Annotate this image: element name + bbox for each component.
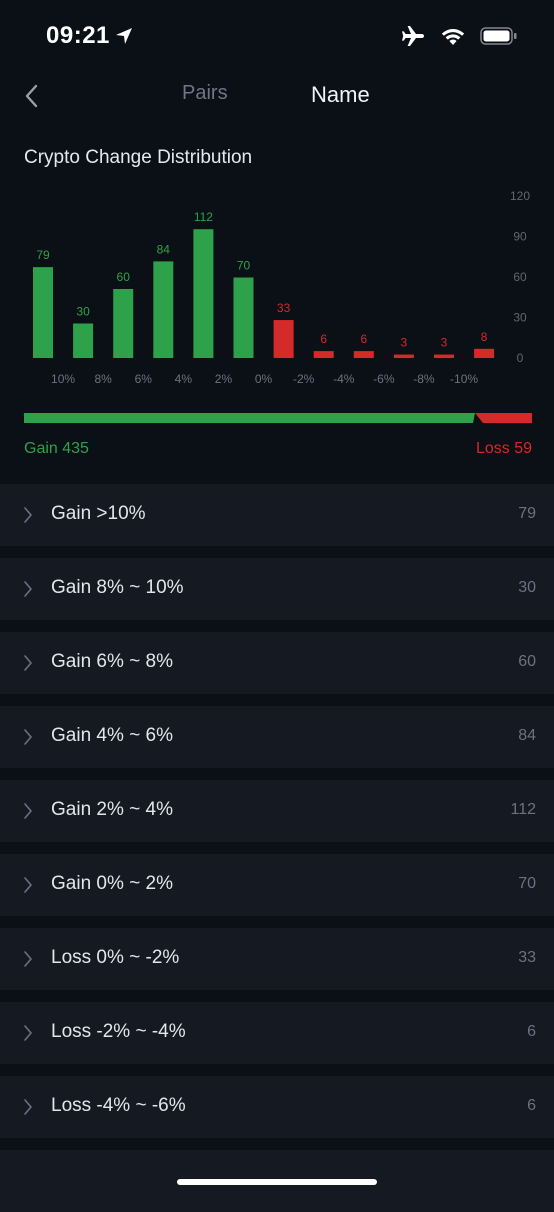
- row-label: Loss -4% ~ -6%: [51, 1095, 186, 1116]
- chart-bar: [353, 351, 374, 358]
- loss-segment: [475, 413, 532, 423]
- row-label: Loss 0% ~ -2%: [51, 947, 180, 968]
- x-tick-label: 6%: [135, 372, 153, 386]
- chevron-right-icon: [24, 1099, 32, 1115]
- row-count: 30: [518, 579, 536, 596]
- battery-icon: [480, 26, 518, 51]
- bar-value-label: 33: [277, 301, 291, 315]
- row-count: 6: [527, 1097, 536, 1114]
- chevron-right-icon: [24, 877, 32, 893]
- bar-value-label: 60: [117, 270, 131, 284]
- x-tick-label: 2%: [215, 372, 233, 386]
- row-count: 6: [527, 1023, 536, 1040]
- row-count: 33: [518, 949, 536, 966]
- list-item[interactable]: Loss -4% ~ -6% 6: [0, 1076, 554, 1138]
- y-tick-label: 60: [513, 270, 527, 284]
- home-indicator: [177, 1179, 377, 1185]
- gain-segment: [24, 413, 475, 423]
- bar-value-label: 3: [401, 336, 408, 350]
- chevron-left-icon: [25, 84, 38, 108]
- loss-total-label: Loss 59: [475, 440, 532, 457]
- tab-name[interactable]: Name: [311, 82, 370, 107]
- chevron-right-icon: [24, 1025, 32, 1041]
- list-item[interactable]: Gain 4% ~ 6% 84: [0, 706, 554, 768]
- row-label: Gain 6% ~ 8%: [51, 651, 173, 672]
- row-label: Gain >10%: [51, 503, 146, 524]
- chevron-right-icon: [24, 507, 32, 523]
- chart-bar: [273, 320, 294, 358]
- list-item[interactable]: Gain 0% ~ 2% 70: [0, 854, 554, 916]
- x-tick-label: -4%: [333, 372, 355, 386]
- x-tick-label: -2%: [293, 372, 315, 386]
- airplane-mode-icon: [400, 24, 426, 53]
- row-count: 112: [510, 801, 536, 818]
- chart-bar: [73, 323, 94, 358]
- status-bar: 09:21: [0, 0, 554, 70]
- chevron-right-icon: [24, 581, 32, 597]
- chart-title: Crypto Change Distribution: [24, 147, 253, 168]
- bar-value-label: 79: [36, 248, 50, 262]
- list-item[interactable]: Loss -2% ~ -4% 6: [0, 1002, 554, 1064]
- bar-value-label: 84: [157, 242, 171, 256]
- gain-total-label: Gain 435: [24, 440, 89, 457]
- y-tick-label: 120: [510, 189, 530, 203]
- bar-value-label: 3: [441, 336, 448, 350]
- x-tick-label: -6%: [373, 372, 395, 386]
- x-tick-label: 4%: [175, 372, 193, 386]
- chevron-right-icon: [24, 655, 32, 671]
- location-arrow-icon: [114, 26, 134, 51]
- bar-value-label: 30: [76, 305, 90, 319]
- bar-value-label: 70: [237, 259, 251, 273]
- list-item[interactable]: Gain 6% ~ 8% 60: [0, 632, 554, 694]
- x-tick-label: -10%: [450, 372, 478, 386]
- list-item[interactable]: Gain >10% 79: [0, 484, 554, 546]
- list-item[interactable]: Loss 0% ~ -2% 33: [0, 928, 554, 990]
- y-tick-label: 30: [513, 311, 527, 325]
- chart-bar: [434, 354, 454, 358]
- chart-bar: [193, 229, 214, 358]
- chart-bar: [153, 261, 174, 358]
- tab-pairs[interactable]: Pairs: [182, 82, 228, 104]
- chart-bar: [393, 354, 414, 358]
- row-count: 79: [518, 505, 536, 522]
- gain-loss-summary: Gain 435 Loss 59: [24, 410, 532, 464]
- wifi-icon: [440, 25, 466, 52]
- y-tick-label: 90: [513, 230, 527, 244]
- x-tick-label: 0%: [255, 372, 273, 386]
- status-icons: [400, 24, 518, 53]
- status-time: 09:21: [46, 22, 110, 49]
- chevron-right-icon: [24, 729, 32, 745]
- x-tick-label: -8%: [413, 372, 435, 386]
- navigation-bar: Pairs Name: [0, 72, 554, 120]
- chart-bar: [113, 289, 134, 358]
- bar-value-label: 112: [194, 210, 213, 224]
- gain-loss-bar: [24, 413, 532, 423]
- row-label: Gain 8% ~ 10%: [51, 577, 184, 598]
- x-tick-label: 10%: [51, 372, 75, 386]
- row-count: 84: [518, 727, 536, 744]
- row-label: Gain 2% ~ 4%: [51, 799, 173, 820]
- row-label: Gain 0% ~ 2%: [51, 873, 173, 894]
- chart-bar: [233, 277, 254, 358]
- bar-value-label: 6: [320, 332, 327, 346]
- chart-bar: [33, 267, 53, 358]
- list-item[interactable]: Gain 2% ~ 4% 112: [0, 780, 554, 842]
- list-item[interactable]: Gain 8% ~ 10% 30: [0, 558, 554, 620]
- bar-value-label: 6: [360, 332, 367, 346]
- chart-bar: [313, 351, 334, 358]
- row-count: 60: [518, 653, 536, 670]
- row-count: 70: [518, 875, 536, 892]
- y-tick-label: 0: [517, 351, 524, 365]
- row-label: Loss -2% ~ -4%: [51, 1021, 186, 1042]
- row-label: Gain 4% ~ 6%: [51, 725, 173, 746]
- chevron-right-icon: [24, 951, 32, 967]
- bar-value-label: 8: [481, 330, 488, 344]
- chart-bar: [474, 348, 495, 358]
- chevron-right-icon: [24, 803, 32, 819]
- back-button[interactable]: [18, 82, 46, 110]
- x-tick-label: 8%: [94, 372, 112, 386]
